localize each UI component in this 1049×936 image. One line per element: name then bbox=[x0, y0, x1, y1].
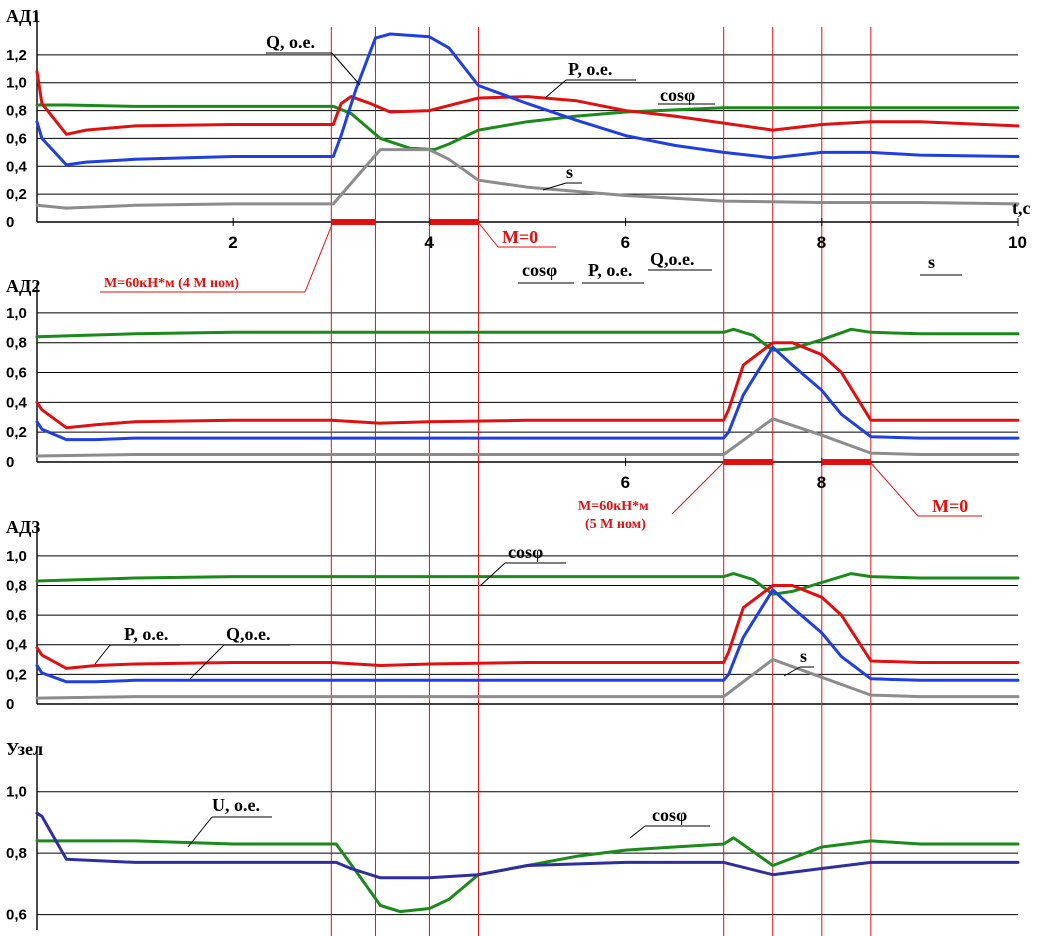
leader-q-ad3 bbox=[189, 644, 225, 680]
x-tick-label-p1-0: 2 bbox=[228, 233, 237, 252]
series-line-p2-1 bbox=[35, 341, 1020, 430]
event-lines bbox=[330, 27, 872, 936]
y-tick-label-p3-3: 0,6 bbox=[6, 607, 27, 624]
annotation-load1: M=60кН*м (4 М ном) bbox=[104, 276, 239, 291]
y-tick-label-p4-1: 0,8 bbox=[6, 845, 27, 862]
annotation-load2: M=60кН*м bbox=[578, 499, 649, 514]
leader-p-ad3 bbox=[94, 644, 111, 665]
leader-m0-2 bbox=[869, 461, 919, 517]
leader-m0-1 bbox=[477, 221, 499, 248]
leader-cos-node bbox=[629, 825, 646, 839]
panel-title-ad3: АД3 bbox=[6, 517, 40, 537]
series-line-p1-0 bbox=[35, 103, 1020, 152]
y-tick-label-p1-3: 0,6 bbox=[6, 130, 27, 147]
leader-load1 bbox=[304, 221, 334, 293]
leader-load2 bbox=[671, 461, 725, 515]
y-tick-label-p1-0: 0 bbox=[6, 214, 14, 231]
leader-u-node bbox=[187, 816, 213, 848]
series-line-p1-3 bbox=[35, 148, 1020, 210]
y-tick-label-p2-3: 0,6 bbox=[6, 365, 27, 382]
y-tick-label-p3-0: 0 bbox=[6, 696, 14, 713]
series-line-p3-0 bbox=[35, 572, 1020, 596]
leader-cos-ad3 bbox=[479, 562, 506, 587]
series-line-p3-1 bbox=[35, 584, 1020, 670]
y-tick-label-p3-1: 0,2 bbox=[6, 666, 27, 683]
y-tick-label-p1-4: 0,8 bbox=[6, 103, 27, 120]
y-tick-label-p3-2: 0,4 bbox=[6, 637, 28, 654]
y-tick-label-p1-5: 1,0 bbox=[6, 75, 27, 92]
series-line-p4-1 bbox=[35, 811, 1020, 880]
x-tick-label-p2-0: 6 bbox=[621, 473, 630, 492]
y-tick-label-p4-0: 0,6 bbox=[6, 907, 27, 924]
series-line-p1-2 bbox=[35, 32, 1020, 167]
series-line-p3-2 bbox=[35, 588, 1020, 684]
label-cos-ad1: cosφ bbox=[660, 85, 695, 105]
leader-s-ad3 bbox=[783, 666, 801, 677]
series-line-p1-1 bbox=[35, 70, 1020, 136]
series-line-p2-3 bbox=[35, 417, 1020, 458]
x-tick-label-p1-1: 4 bbox=[424, 233, 434, 252]
leader-s-ad1 bbox=[542, 182, 567, 191]
label-cos-node: cosφ bbox=[652, 805, 687, 825]
series-layer bbox=[35, 32, 1020, 914]
label-p-ad3: P, о.е. bbox=[124, 624, 168, 644]
series-line-p3-3 bbox=[35, 658, 1020, 700]
x-tick-label-p1-3: 8 bbox=[817, 233, 826, 252]
x-tick-label-p1-4: 10 bbox=[1008, 233, 1027, 252]
y-tick-label-p1-6: 1,2 bbox=[6, 47, 27, 64]
annotation-m0-2: M=0 bbox=[932, 496, 968, 516]
label-q-ad1: Q, о.е. bbox=[266, 32, 315, 52]
y-tick-label-p2-2: 0,4 bbox=[6, 394, 28, 411]
y-tick-label-p4-2: 1,0 bbox=[6, 784, 27, 801]
label-p-ad1: P, о.е. bbox=[568, 59, 612, 79]
tick-layer: 0 0,2 0,4 0,6 0,8 1,0 1,2 2 4 6 8 10 0 0,2 0,4 0,6 0,8 1,… bbox=[6, 47, 1027, 924]
label-u-node: U, о.е. bbox=[212, 795, 260, 815]
y-tick-label-p3-5: 1,0 bbox=[6, 548, 27, 565]
panel-title-ad2: АД2 bbox=[6, 276, 40, 296]
x-tick-label-p1-2: 6 bbox=[621, 233, 630, 252]
label-cos-ad2: cosφ bbox=[522, 260, 557, 280]
y-tick-label-p2-0: 0 bbox=[6, 454, 14, 471]
y-tick-label-p3-4: 0,8 bbox=[6, 577, 27, 594]
label-q-ad3: Q,о.е. bbox=[226, 624, 271, 644]
panel-title-node: Узел bbox=[6, 739, 43, 759]
y-tick-label-p1-2: 0,4 bbox=[6, 158, 28, 175]
label-q-ad2: Q,о.е. bbox=[650, 249, 695, 269]
load-intervals bbox=[331, 219, 871, 465]
label-s-ad3: s bbox=[800, 646, 807, 666]
leader-p-ad1 bbox=[544, 79, 567, 99]
annotation-m0-1: M=0 bbox=[502, 227, 538, 247]
label-s-ad1: s bbox=[566, 162, 573, 182]
label-p-ad2: P, о.е. bbox=[588, 260, 632, 280]
y-tick-label-p1-1: 0,2 bbox=[6, 186, 27, 203]
series-line-p2-2 bbox=[35, 345, 1020, 442]
annotation-load2-nom: (5 М ном) bbox=[585, 517, 646, 532]
panel-title-ad1: АД1 bbox=[6, 6, 40, 26]
series-line-p2-0 bbox=[35, 327, 1020, 352]
y-tick-label-p2-4: 0,8 bbox=[6, 335, 27, 352]
label-cos-ad3: cosφ bbox=[508, 542, 543, 562]
x-axis-label: t,c bbox=[1012, 198, 1030, 218]
y-tick-label-p2-5: 1,0 bbox=[6, 305, 27, 322]
y-tick-label-p2-1: 0,2 bbox=[6, 424, 27, 441]
leader-q-ad1 bbox=[331, 52, 361, 86]
x-tick-label-p2-1: 8 bbox=[817, 473, 826, 492]
label-s-ad2: s bbox=[928, 252, 935, 272]
